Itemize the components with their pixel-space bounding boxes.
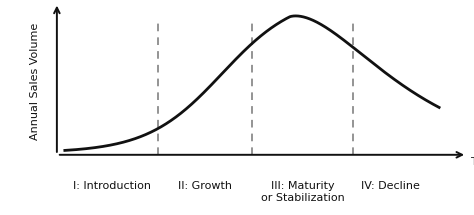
Text: Annual Sales Volume: Annual Sales Volume: [30, 23, 40, 140]
Text: IV: Decline: IV: Decline: [361, 181, 420, 191]
Text: Time: Time: [471, 157, 474, 167]
Text: I: Introduction: I: Introduction: [73, 181, 151, 191]
Text: II: Growth: II: Growth: [178, 181, 232, 191]
Text: III: Maturity
or Stabilization: III: Maturity or Stabilization: [261, 181, 345, 203]
